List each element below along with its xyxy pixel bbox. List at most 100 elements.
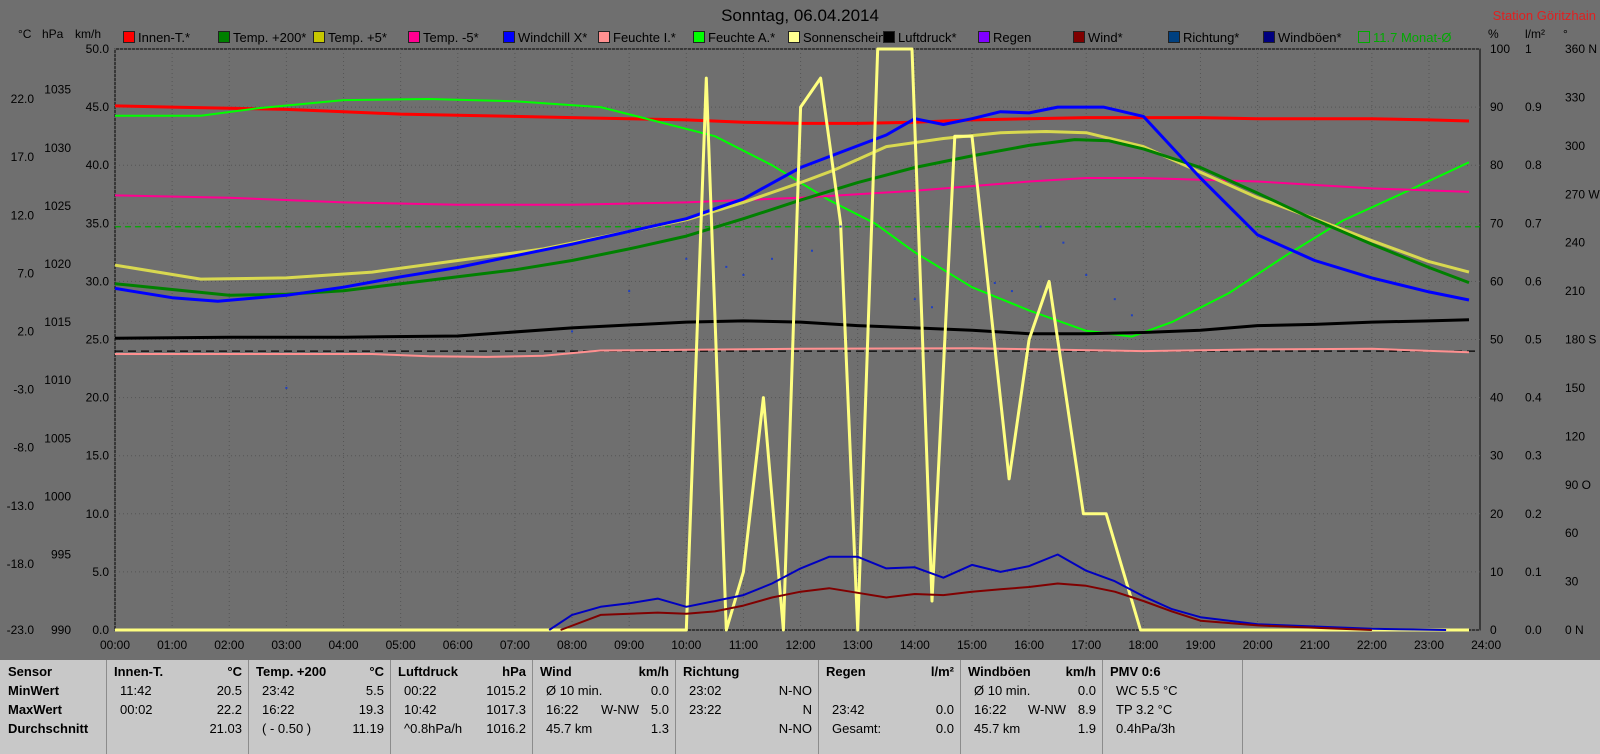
series-line [115, 47, 1469, 632]
direction-point [1010, 290, 1013, 293]
table-row: 16:22 W-NW 8.9 [960, 702, 1102, 721]
col-unit: hPa [502, 664, 526, 679]
legend-item[interactable]: Regen [978, 30, 1031, 45]
y-tick-rain: 0.9 [1525, 100, 1542, 114]
y-tick-pressure: 1020 [44, 257, 71, 271]
direction-point [1062, 241, 1065, 244]
unit-percent: % [1488, 27, 1499, 41]
series-line [115, 347, 1470, 358]
legend-item[interactable]: Temp. +5* [313, 30, 387, 45]
x-tick-label: 08:00 [557, 638, 587, 652]
y-tick-rain: 0.2 [1525, 507, 1542, 521]
legend-item[interactable]: Temp. +200* [218, 30, 306, 45]
table-row: 00:02 22.2 [106, 702, 248, 721]
legend-swatch [218, 31, 230, 43]
y-tick-rain: 0.3 [1525, 449, 1542, 463]
table-row: 11:42 20.5 [106, 683, 248, 702]
table-row: N-NO [675, 721, 818, 740]
table-cell: 23:42 [262, 683, 295, 698]
table-cell: 1.3 [650, 721, 669, 736]
unit-kmh: km/h [75, 27, 102, 41]
station-label: Station Göritzhain [1492, 8, 1596, 23]
table-cell: 19.3 [358, 702, 384, 717]
col-header: Temp. +200 [256, 664, 327, 679]
x-tick-label: 06:00 [443, 638, 473, 652]
x-tick-label: 12:00 [786, 638, 816, 652]
table-col: Regen l/m² 23:42 0.0 Gesamt: 0.0 [818, 660, 961, 754]
direction-point [810, 249, 813, 252]
direction-point [628, 290, 631, 293]
table-cell: 8.9 [1077, 702, 1096, 717]
table-cell: 45.7 km [546, 721, 593, 736]
y-tick-pressure: 1000 [44, 489, 71, 503]
legend-item[interactable]: Luftdruck* [883, 30, 957, 45]
legend-label: Feuchte I.* [613, 30, 676, 45]
legend-item[interactable]: Sonnenschein [788, 30, 885, 45]
table-cell: Ø 10 min. [974, 683, 1031, 698]
direction-point [1039, 225, 1042, 228]
x-tick-label: 09:00 [614, 638, 644, 652]
table-row: 23:42 5.5 [248, 683, 390, 702]
y-tick-direction: 90 O [1565, 478, 1591, 492]
table-cell: 11:42 [120, 683, 152, 698]
legend-item[interactable]: 11.7 Monat-Ø [1358, 30, 1452, 45]
series-line [548, 553, 1447, 631]
y-tick-wind: 10.0 [86, 507, 110, 521]
legend-item[interactable]: Windböen* [1263, 30, 1342, 45]
table-cell: N [802, 702, 812, 717]
legend: Innen-T.* Temp. +200* Temp. +5* Temp. -5… [0, 30, 1480, 48]
x-tick-label: 00:00 [100, 638, 130, 652]
table-cell: 45.7 km [974, 721, 1021, 736]
legend-label: Regen [993, 30, 1032, 45]
table-cell: 0.0 [935, 702, 954, 717]
legend-swatch [883, 31, 895, 43]
legend-item[interactable]: Feuchte A.* [693, 30, 775, 45]
y-tick-rain: 0.8 [1525, 158, 1542, 172]
table-cell: N-NO [778, 721, 812, 736]
table-row: TP 3.2 °C [1102, 702, 1242, 721]
table-cell: 22.2 [216, 702, 242, 717]
y-tick-temp: 2.0 [17, 325, 34, 339]
legend-label: Richtung* [1183, 30, 1240, 45]
legend-item[interactable]: Wind* [1073, 30, 1123, 45]
legend-swatch [123, 31, 135, 43]
unit-celsius: °C [18, 27, 32, 41]
legend-item[interactable]: Temp. -5* [408, 30, 479, 45]
table-col: Richtung 23:02 N-NO 23:22 N N-NO [675, 660, 819, 754]
table-cell: N-NO [778, 683, 812, 698]
legend-item[interactable]: Richtung* [1168, 30, 1239, 45]
y-tick-percent: 60 [1490, 274, 1504, 288]
y-tick-pressure: 1035 [44, 83, 71, 97]
table-cell: 0.0 [935, 721, 954, 736]
legend-item[interactable]: Innen-T.* [123, 30, 190, 45]
x-tick-label: 04:00 [329, 638, 359, 652]
y-tick-pressure: 1015 [44, 315, 71, 329]
y-tick-wind: 50.0 [86, 42, 110, 56]
direction-points [285, 225, 1133, 389]
series-line [114, 318, 1470, 340]
legend-swatch [693, 31, 705, 43]
y-tick-wind: 30.0 [86, 274, 110, 288]
col-unit: km/h [1065, 664, 1096, 679]
table-cell: 1016.2 [486, 721, 526, 736]
table-row: ( - 0.50 ) 11.19 [248, 721, 390, 740]
legend-swatch [598, 31, 610, 43]
legend-label: Windböen* [1278, 30, 1342, 45]
y-tick-direction: 60 [1565, 526, 1579, 540]
legend-item[interactable]: Windchill X* [503, 30, 587, 45]
y-tick-wind: 35.0 [86, 216, 110, 230]
table-row: Ø 10 min. 0.0 [532, 683, 675, 702]
x-tick-label: 10:00 [671, 638, 701, 652]
table-cell: 16:22 [262, 702, 295, 717]
table-col: Temp. +200 °C 23:42 5.5 16:22 19.3( - 0.50 ) 1… [248, 660, 391, 754]
unit-degree: ° [1563, 27, 1568, 41]
y-tick-pressure: 995 [51, 547, 71, 561]
y-tick-pressure: 1025 [44, 199, 71, 213]
table-cell: 23:02 [689, 683, 722, 698]
direction-point [839, 225, 842, 228]
x-tick-label: 05:00 [386, 638, 416, 652]
y-tick-rain: 0.1 [1525, 565, 1542, 579]
direction-point [930, 306, 933, 309]
legend-item[interactable]: Feuchte I.* [598, 30, 676, 45]
direction-point [725, 265, 728, 268]
